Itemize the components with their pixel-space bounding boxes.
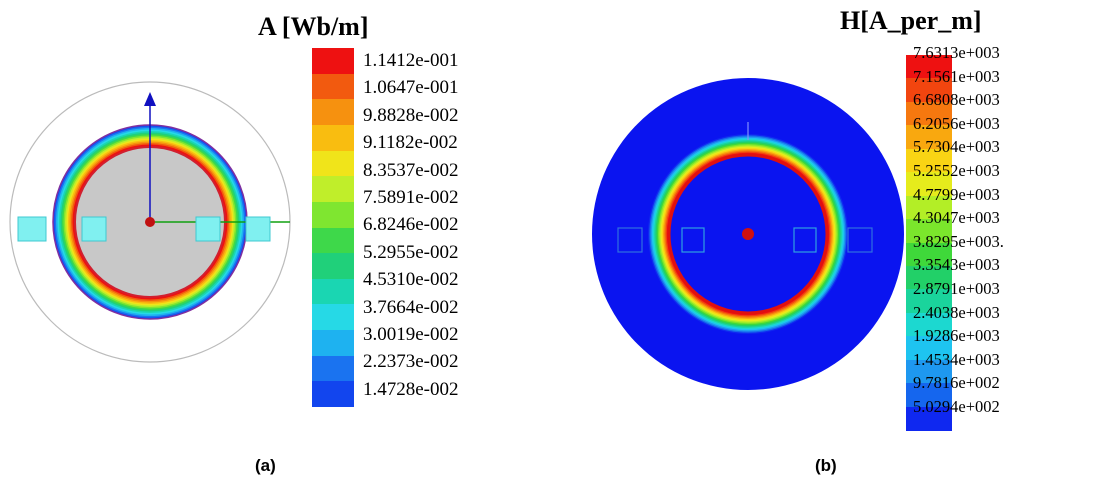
- legend-swatch: [312, 150, 354, 177]
- legend-label: 6.2056e+003: [913, 113, 1000, 133]
- legend-label: 4.3047e+003: [913, 208, 1000, 228]
- panel-a: A [Wb/m] 1.1412e-001 1.0647e-001 9.8828e-0…: [0, 0, 550, 481]
- legend-swatch: [906, 406, 952, 431]
- conductor-square: [17, 216, 47, 242]
- conductor-square: [195, 216, 221, 242]
- legend-swatch: [906, 125, 952, 150]
- legend-label: 3.0019e-002: [363, 324, 459, 345]
- legend-swatch: [906, 172, 952, 197]
- legend-swatch: [312, 278, 354, 305]
- field-intensity-plot: [592, 78, 904, 390]
- legend-swatch: [906, 289, 952, 314]
- legend-label: 2.2373e-002: [363, 351, 459, 373]
- legend-swatch: [906, 78, 952, 103]
- figure-caption: (b): [815, 456, 837, 475]
- legend-swatch: [312, 73, 354, 100]
- legend-label: 3.3543e+003: [913, 255, 1000, 275]
- legend-swatch: [906, 336, 952, 361]
- legend-label: 9.8828e-002: [363, 104, 459, 126]
- legend-swatch: [906, 195, 952, 220]
- legend-swatch: [906, 148, 952, 173]
- legend-label: 1.9286e+003: [913, 326, 1000, 346]
- legend-label: 4.5310e-002: [363, 269, 459, 291]
- legend-swatch: [906, 383, 952, 408]
- legend-swatch: [312, 330, 354, 357]
- legend-swatch: [312, 304, 354, 331]
- conductor-square: [617, 227, 643, 253]
- legend-label: 7.1561e+003: [913, 66, 1000, 86]
- color-legend: [906, 55, 952, 431]
- y-axis-arrowhead: [144, 92, 156, 106]
- legend-label: 5.2552e+003: [913, 161, 1000, 180]
- conductor-square: [793, 227, 817, 253]
- legend-swatch: [312, 99, 354, 126]
- legend-label: 1.1412e-001: [363, 50, 459, 71]
- legend-label: 9.1182e-002: [363, 132, 458, 154]
- legend-label: 4.7799e+003: [913, 184, 1000, 204]
- legend-label: 6.6808e+003: [913, 90, 1000, 110]
- legend-label: 5.7304e+003: [913, 137, 1000, 157]
- legend-swatch: [906, 219, 952, 243]
- legend-label: 1.0647e-001: [363, 77, 459, 99]
- legend-label: 8.3537e-002: [363, 159, 459, 181]
- figure-caption: (a): [255, 456, 276, 475]
- legend-swatch: [906, 312, 952, 337]
- conductor-square: [847, 227, 873, 253]
- center-point: [742, 228, 754, 240]
- legend-swatch: [312, 201, 354, 228]
- legend-label: 5.0294e+002: [913, 397, 1000, 416]
- center-point: [145, 217, 155, 227]
- legend-swatch: [906, 242, 952, 267]
- legend-label: 1.4534e+003: [913, 349, 1000, 369]
- legend-label: 3.8295e+003.: [913, 231, 1004, 251]
- legend-swatch: [312, 227, 354, 254]
- legend-swatch: [906, 101, 952, 126]
- color-legend: [312, 48, 354, 408]
- legend-swatch: [312, 355, 354, 382]
- legend-label: 7.6313e+003: [913, 43, 1000, 62]
- legend-title: A [Wb/m]: [258, 12, 369, 41]
- legend-label: 2.8791e+003: [913, 279, 1000, 298]
- vector-potential-plot: [9, 81, 291, 363]
- legend-swatch: [906, 359, 952, 384]
- legend-swatch: [906, 55, 952, 79]
- legend-label: 5.2955e-002: [363, 241, 459, 263]
- legend-swatch: [312, 48, 354, 75]
- legend-swatch: [312, 381, 354, 408]
- legend-label: 6.8246e-002: [363, 214, 459, 236]
- legend-swatch: [906, 265, 952, 290]
- legend-swatch: [312, 253, 354, 280]
- legend-title: H[A_per_m]: [840, 6, 982, 35]
- legend-label: 1.4728e-002: [363, 378, 459, 400]
- conductor-square: [81, 216, 107, 242]
- conductor-square: [245, 216, 271, 242]
- legend-label: 3.7664e-002: [363, 296, 459, 318]
- legend-swatch: [312, 176, 354, 203]
- conductor-square: [681, 227, 705, 253]
- panel-b: H[A_per_m] 7.6313e+003 7.1561e+003 6.6808e…: [550, 0, 1103, 481]
- legend-label: 9.7816e+002: [913, 373, 1000, 393]
- legend-swatch: [312, 124, 354, 152]
- legend-label: 2.4038e+003: [913, 302, 1000, 322]
- legend-label: 7.5891e-002: [363, 187, 459, 208]
